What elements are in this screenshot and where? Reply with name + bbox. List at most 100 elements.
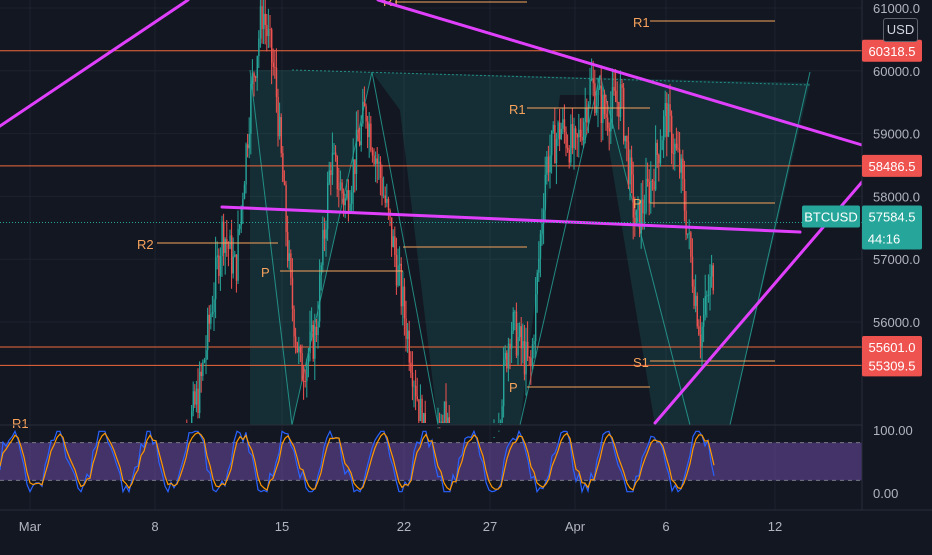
candle-body bbox=[391, 217, 393, 247]
candle-body bbox=[314, 326, 316, 359]
candle-body bbox=[415, 385, 417, 397]
candle-body bbox=[549, 155, 551, 173]
candle-body bbox=[352, 159, 354, 193]
candle-body bbox=[213, 299, 215, 313]
candle-body bbox=[333, 152, 335, 154]
candle-body bbox=[274, 67, 276, 68]
candle-body bbox=[682, 158, 684, 180]
candle-body bbox=[317, 321, 319, 336]
candle-body bbox=[560, 128, 562, 140]
candle-body bbox=[362, 101, 364, 124]
candle-body bbox=[677, 148, 679, 150]
candle-body bbox=[304, 381, 306, 382]
candle-body bbox=[602, 94, 604, 124]
candle-body bbox=[624, 135, 626, 142]
price-level-tag bbox=[862, 336, 922, 359]
candle-body bbox=[240, 206, 242, 226]
candle-body bbox=[591, 79, 593, 80]
candle-body bbox=[648, 181, 650, 204]
candle-body bbox=[503, 359, 505, 407]
candle-body bbox=[647, 178, 649, 182]
pivot-label: R1 bbox=[509, 102, 526, 117]
candle-body bbox=[195, 388, 198, 405]
candle-body bbox=[408, 330, 410, 363]
candle-body bbox=[687, 233, 689, 235]
candle-body bbox=[186, 440, 188, 441]
candle-body bbox=[634, 217, 636, 224]
candle-body bbox=[551, 130, 553, 156]
candle-body bbox=[552, 125, 554, 131]
candle-body bbox=[275, 67, 278, 97]
candle-body bbox=[493, 437, 495, 438]
candle-body bbox=[303, 380, 305, 382]
candle-body bbox=[501, 406, 503, 423]
price-level-tag bbox=[862, 39, 922, 62]
candle-body bbox=[504, 352, 506, 360]
candle-body bbox=[445, 401, 447, 423]
candle-body bbox=[583, 122, 585, 141]
candle-body bbox=[424, 413, 426, 423]
candle-body bbox=[359, 141, 361, 146]
candle-body bbox=[608, 128, 610, 132]
candle-body bbox=[626, 135, 628, 142]
candle-body bbox=[399, 263, 401, 266]
candle-body bbox=[517, 337, 519, 356]
candle-body bbox=[277, 96, 279, 137]
candle-body bbox=[301, 353, 303, 381]
candle-body bbox=[661, 140, 663, 150]
candle-body bbox=[203, 359, 206, 363]
candle-body bbox=[368, 123, 370, 138]
candle-body bbox=[370, 123, 372, 151]
candle-body bbox=[360, 123, 362, 146]
candle-body bbox=[447, 417, 449, 423]
candle-body bbox=[347, 189, 350, 212]
candle-body bbox=[565, 131, 567, 149]
candle-body bbox=[410, 362, 412, 373]
candle-body bbox=[383, 195, 385, 197]
candle-body bbox=[536, 272, 538, 294]
candle-body bbox=[259, 6, 262, 39]
candle-body bbox=[507, 343, 510, 369]
candle-body bbox=[271, 29, 273, 63]
candle-body bbox=[208, 314, 210, 324]
candle-body bbox=[671, 115, 673, 154]
candle-body bbox=[256, 56, 258, 78]
candle-body bbox=[239, 225, 241, 230]
candle-body bbox=[511, 330, 513, 349]
candle-body bbox=[627, 141, 630, 185]
candle-body bbox=[629, 157, 631, 185]
candle-body bbox=[439, 427, 441, 429]
candle-body bbox=[578, 129, 580, 138]
candle-body bbox=[703, 314, 705, 327]
candle-body bbox=[255, 77, 257, 78]
candles bbox=[186, 0, 714, 441]
candle-body bbox=[568, 149, 570, 163]
candle-body bbox=[443, 401, 446, 423]
pivot-label: P bbox=[509, 380, 518, 395]
time-tick-label: Apr bbox=[565, 519, 586, 534]
candle-body bbox=[269, 28, 271, 30]
candle-body bbox=[210, 314, 212, 324]
candle-body bbox=[440, 421, 442, 423]
candle-body bbox=[690, 232, 692, 257]
candle-body bbox=[618, 101, 620, 117]
candle-body bbox=[376, 158, 378, 164]
symbol-name: BTCUSD bbox=[804, 209, 857, 224]
candle-body bbox=[288, 253, 290, 261]
currency-label[interactable]: USD bbox=[883, 18, 918, 42]
candle-body bbox=[531, 344, 534, 366]
candle-body bbox=[603, 94, 606, 115]
candle-body bbox=[586, 107, 588, 123]
candle-body bbox=[544, 174, 546, 211]
candle-body bbox=[306, 363, 308, 382]
candle-body bbox=[707, 295, 710, 296]
candle-body bbox=[237, 229, 239, 281]
candle-body bbox=[632, 174, 634, 218]
candle-body bbox=[373, 155, 375, 165]
candle-body bbox=[279, 117, 281, 137]
candle-body bbox=[559, 122, 561, 140]
price-level-value: 55601.0 bbox=[869, 340, 916, 355]
candle-body bbox=[378, 161, 380, 164]
